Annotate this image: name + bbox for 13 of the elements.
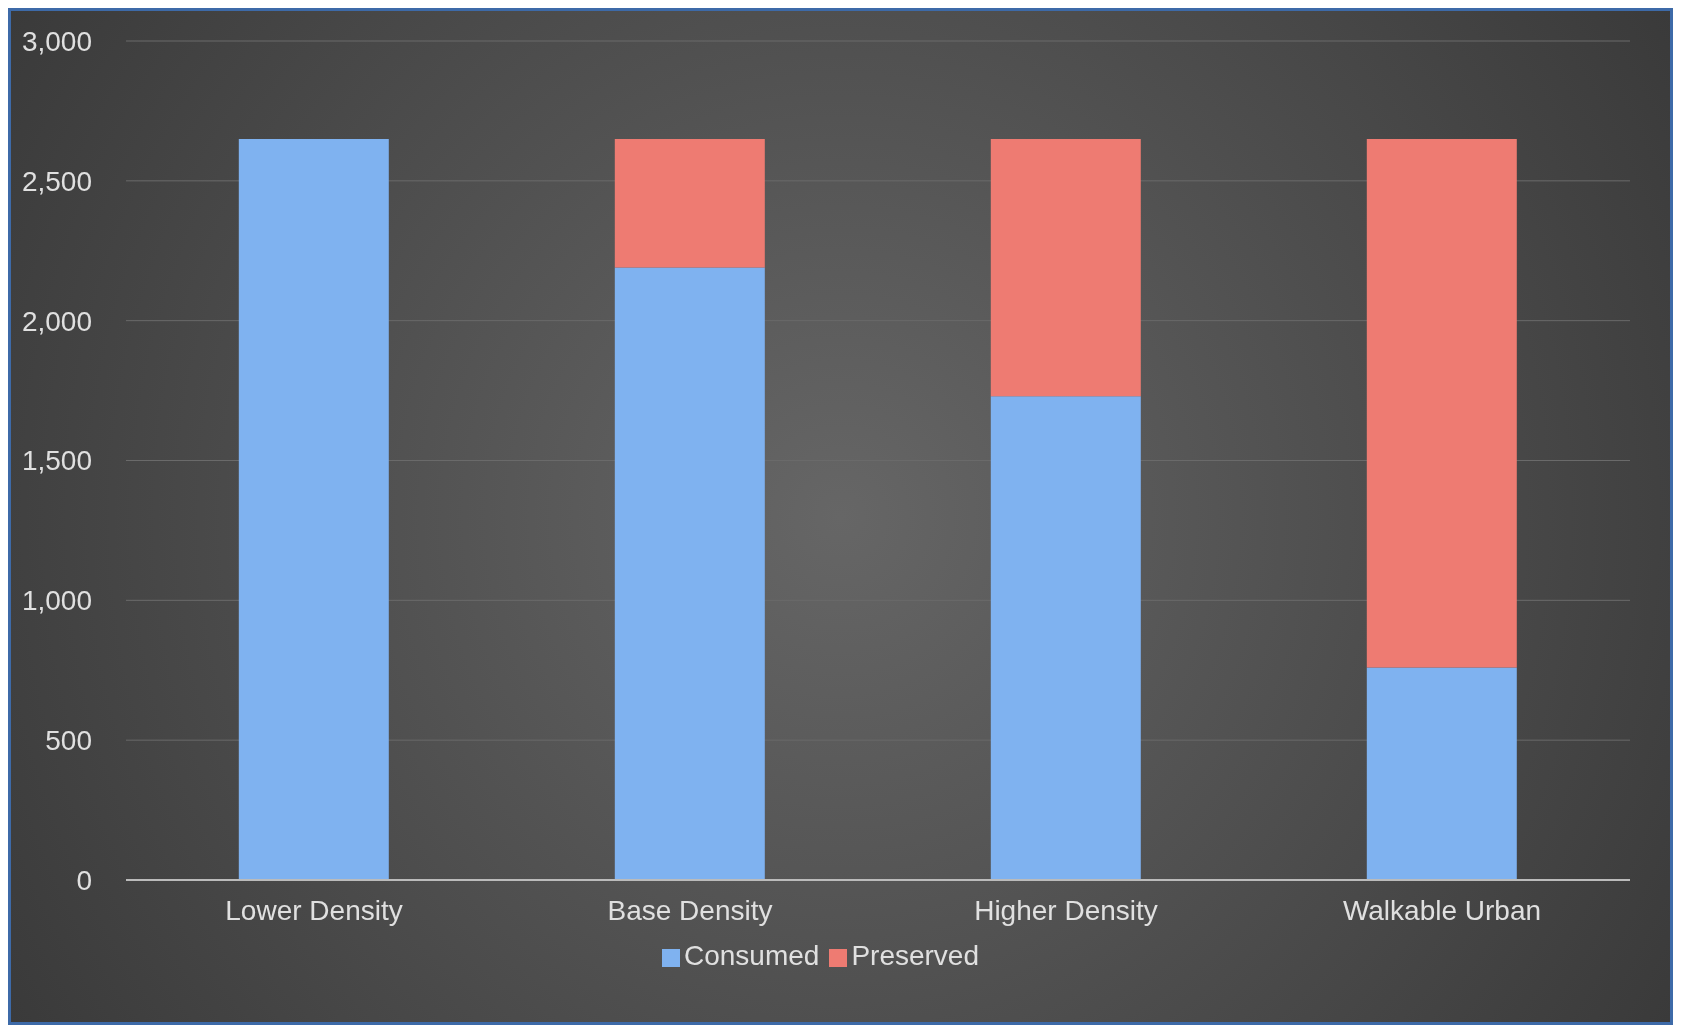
- y-tick-label: 2,000: [21, 305, 92, 337]
- x-tick-label: Walkable Urban: [1342, 894, 1542, 926]
- legend-label: Preserved: [851, 940, 980, 971]
- x-tick-label: Higher Density: [974, 894, 1158, 926]
- y-tick-label: 1,500: [21, 445, 92, 477]
- x-tick-label: Base Density: [607, 894, 773, 926]
- x-tick-label: Lower Density: [225, 894, 403, 926]
- legend-label: Consumed: [683, 940, 820, 971]
- y-tick-label: 3,000: [21, 25, 92, 57]
- y-tick-label: 500: [45, 725, 92, 757]
- y-tick-label: 0: [76, 864, 92, 896]
- y-tick-label: 1,000: [21, 585, 92, 617]
- y-tick-label: 2,500: [21, 165, 92, 197]
